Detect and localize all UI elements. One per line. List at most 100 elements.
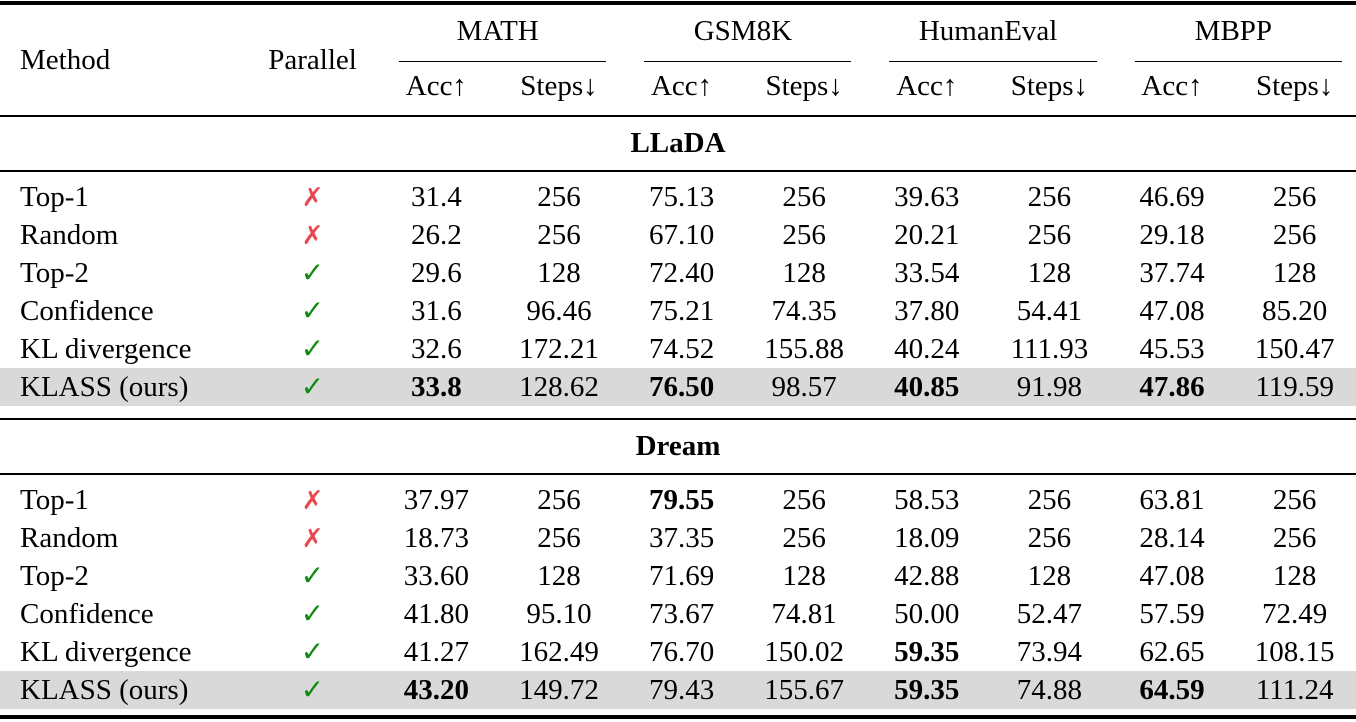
cross-icon: ✗ xyxy=(301,523,324,554)
acc-value: 40.24 xyxy=(894,332,960,365)
acc-value: 18.73 xyxy=(403,521,469,554)
acc-value: 31.4 xyxy=(410,180,462,213)
acc-value: 64.59 xyxy=(1110,671,1234,709)
steps-value: 256 xyxy=(1027,483,1072,516)
acc-value: 47.08 xyxy=(1139,294,1205,327)
table-row: Top-2 ✓ 29.6 128 72.40 128 33.54 128 37.74 128 xyxy=(0,254,1356,292)
acc-value: 47.08 xyxy=(1139,559,1205,592)
acc-value: 29.6 xyxy=(410,256,462,289)
steps-value: 256 xyxy=(537,218,581,251)
acc-value: 71.69 xyxy=(648,559,715,592)
steps-value: 54.41 xyxy=(1016,294,1083,327)
cross-icon: ✗ xyxy=(301,485,324,516)
table-row: KL divergence ✓ 41.27 162.49 76.70 150.02 59.3… xyxy=(0,633,1356,671)
steps-value: 74.35 xyxy=(771,294,837,327)
table-row: KLASS (ours) ✓ 33.8 128.62 76.50 98.57 40.85 91… xyxy=(0,368,1356,406)
table-row: Top-1 ✗ 37.97 256 79.55 256 58.53 256 63.81 256 xyxy=(0,481,1356,519)
steps-value: 256 xyxy=(782,521,826,554)
steps-value: 256 xyxy=(1272,521,1317,554)
table-row: Random ✗ 18.73 256 37.35 256 18.09 256 28.14 256 xyxy=(0,519,1356,557)
acc-value: 50.00 xyxy=(894,597,960,630)
acc-value: 63.81 xyxy=(1139,483,1205,516)
method-name: Confidence xyxy=(20,294,154,327)
acc-value: 58.53 xyxy=(894,483,960,516)
table-row: Top-1 ✗ 31.4 256 75.13 256 39.63 256 46.69 256 xyxy=(0,178,1356,216)
steps-value: 155.88 xyxy=(764,332,845,365)
header-acc: Acc↑ xyxy=(1141,69,1203,102)
acc-value: 26.2 xyxy=(410,218,462,251)
steps-value: 256 xyxy=(1272,180,1317,213)
header-acc: Acc↑ xyxy=(405,69,467,102)
steps-value: 256 xyxy=(537,521,581,554)
method-name: Top-1 xyxy=(20,180,89,213)
steps-value: 128 xyxy=(537,559,581,592)
steps-value: 128 xyxy=(1027,256,1072,289)
acc-value: 67.10 xyxy=(648,218,715,251)
check-icon: ✓ xyxy=(300,559,325,592)
cross-icon: ✗ xyxy=(301,182,324,213)
steps-value: 155.67 xyxy=(742,671,866,709)
steps-value: 172.21 xyxy=(519,332,599,365)
steps-value: 256 xyxy=(537,180,581,213)
steps-value: 72.49 xyxy=(1262,597,1328,630)
table-row: Confidence ✓ 41.80 95.10 73.67 74.81 50.00 52.4… xyxy=(0,595,1356,633)
acc-value: 28.14 xyxy=(1139,521,1205,554)
steps-value: 128 xyxy=(782,256,826,289)
check-icon: ✓ xyxy=(300,635,325,668)
steps-value: 74.81 xyxy=(771,597,837,630)
header-group-mbpp: MBPP xyxy=(1111,5,1356,62)
steps-value: 119.59 xyxy=(1233,368,1356,406)
acc-value: 76.70 xyxy=(648,635,715,668)
method-name: Top-1 xyxy=(20,483,89,516)
cross-icon: ✗ xyxy=(301,220,324,251)
steps-value: 91.98 xyxy=(988,368,1111,406)
table-row: Top-2 ✓ 33.60 128 71.69 128 42.88 128 47.08 128 xyxy=(0,557,1356,595)
method-name: Random xyxy=(20,521,119,554)
steps-value: 256 xyxy=(1272,218,1317,251)
method-name: KL divergence xyxy=(20,635,192,668)
header-steps: Steps↓ xyxy=(765,69,843,102)
steps-value: 85.20 xyxy=(1262,294,1328,327)
header-group-humaneval: HumanEval xyxy=(865,5,1110,62)
header-method: Method xyxy=(20,43,111,76)
table-row: Confidence ✓ 31.6 96.46 75.21 74.35 37.80 54.41… xyxy=(0,292,1356,330)
steps-value: 128 xyxy=(1027,559,1072,592)
steps-value: 128.62 xyxy=(497,368,621,406)
acc-value: 79.43 xyxy=(620,671,743,709)
acc-value: 37.97 xyxy=(403,483,469,516)
acc-value: 75.13 xyxy=(648,180,715,213)
steps-value: 128 xyxy=(1272,559,1317,592)
acc-value: 59.35 xyxy=(865,671,989,709)
steps-value: 128 xyxy=(782,559,826,592)
check-icon: ✓ xyxy=(300,294,325,327)
bottom-rule xyxy=(0,715,1356,721)
section-title: LLaDA xyxy=(630,127,726,159)
steps-value: 52.47 xyxy=(1016,597,1083,630)
check-icon: ✓ xyxy=(250,368,376,406)
method-name: Confidence xyxy=(20,597,154,630)
acc-value: 20.21 xyxy=(894,218,960,251)
steps-value: 111.93 xyxy=(1010,332,1089,365)
steps-value: 128 xyxy=(537,256,581,289)
steps-value: 256 xyxy=(782,483,826,516)
check-icon: ✓ xyxy=(300,256,325,289)
header-group-gsm8k: GSM8K xyxy=(620,5,865,62)
steps-value: 150.47 xyxy=(1254,332,1335,365)
acc-value: 74.52 xyxy=(648,332,715,365)
header-steps: Steps↓ xyxy=(520,69,598,102)
acc-value: 37.74 xyxy=(1139,256,1205,289)
method-name: KLASS (ours) xyxy=(0,368,251,406)
acc-value: 39.63 xyxy=(894,180,960,213)
steps-value: 98.57 xyxy=(742,368,866,406)
header-acc: Acc↑ xyxy=(650,69,713,102)
acc-value: 42.88 xyxy=(894,559,960,592)
method-name: Random xyxy=(20,218,119,251)
acc-value: 76.50 xyxy=(620,368,743,406)
steps-value: 256 xyxy=(1027,521,1072,554)
header-parallel: Parallel xyxy=(268,43,357,76)
method-name: KLASS (ours) xyxy=(0,671,251,709)
acc-value: 79.55 xyxy=(648,483,715,516)
acc-value: 37.80 xyxy=(894,294,960,327)
acc-value: 62.65 xyxy=(1139,635,1205,668)
